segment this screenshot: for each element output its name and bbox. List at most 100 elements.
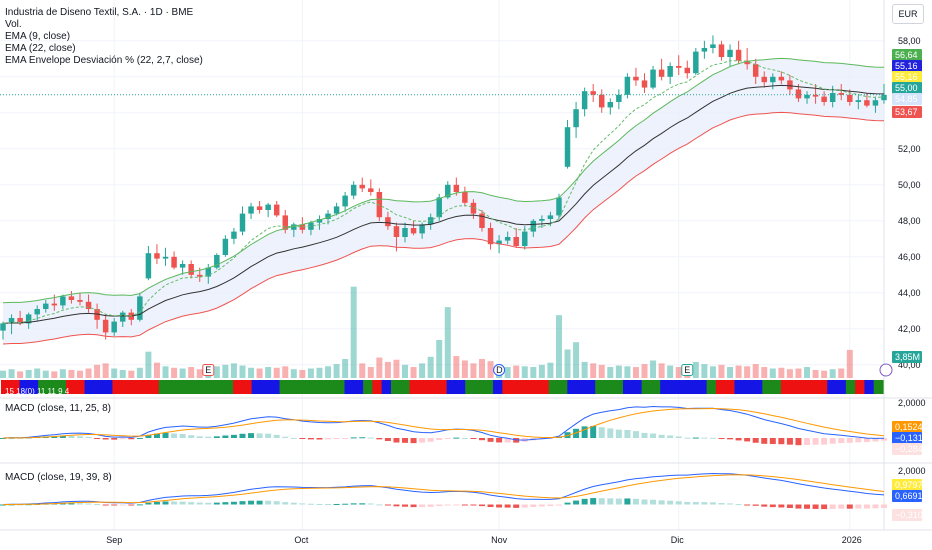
- strip-segment: [585, 380, 596, 394]
- volume-bar: [615, 365, 622, 378]
- candle-body: [658, 69, 665, 77]
- strip-segment: [381, 380, 392, 394]
- candle-body: [821, 96, 827, 102]
- envelope-band: [3, 58, 884, 345]
- chart-title[interactable]: Industria de Diseno Textil, S.A. · 1D · …: [5, 7, 194, 18]
- macd-histogram-bar: [478, 504, 485, 507]
- strip-segment: [539, 380, 550, 394]
- macd-histogram-bar: [581, 426, 588, 438]
- legend-macd-2[interactable]: MACD (close, 19, 39, 8): [5, 472, 112, 483]
- macd-histogram-bar: [667, 435, 674, 438]
- candle-body: [188, 264, 194, 275]
- time-tick-label: Nov: [491, 535, 508, 545]
- macd-histogram-bar: [419, 504, 426, 508]
- candle-body: [419, 224, 425, 234]
- legend-volume[interactable]: Vol.: [5, 19, 22, 30]
- strip-segment: [84, 380, 95, 394]
- macd-histogram-bar: [111, 438, 118, 440]
- strip-segment: [214, 380, 225, 394]
- macd-histogram-bar: [402, 504, 409, 507]
- macd-histogram-bar: [76, 436, 83, 438]
- macd-histogram-bar: [769, 438, 776, 445]
- macd-histogram-bar: [153, 501, 160, 505]
- volume-bar: [786, 369, 793, 378]
- macd-histogram-bar: [632, 431, 639, 438]
- strip-segment: [465, 380, 476, 394]
- strip-segment: [103, 380, 114, 394]
- candle-body: [145, 253, 152, 279]
- macd-histogram-bar: [136, 504, 143, 506]
- candle-body: [744, 60, 750, 65]
- strip-segment: [734, 380, 745, 394]
- macd-histogram-bar: [316, 503, 323, 505]
- volume-bar: [624, 366, 631, 378]
- volume-bar: [333, 364, 340, 378]
- macd1-badge: −0,2842: [895, 444, 928, 454]
- strip-segment: [520, 380, 531, 394]
- macd-histogram-bar: [179, 501, 186, 505]
- strip-segment: [623, 380, 633, 394]
- macd-histogram-bar: [598, 427, 605, 438]
- candle-body: [453, 184, 460, 192]
- macd-histogram-bar: [881, 504, 887, 508]
- legend-envelope[interactable]: EMA Envelope Desviación % (22, 2,7, clos…: [5, 55, 203, 66]
- legend-macd-1[interactable]: MACD (close, 11, 25, 8): [5, 403, 111, 414]
- ema22-line: [2, 84, 885, 324]
- strip-segment: [390, 380, 401, 394]
- candle-body: [667, 66, 673, 77]
- macd-histogram-bar: [727, 503, 734, 505]
- candle-body: [51, 303, 58, 306]
- volume-bar: [51, 371, 58, 378]
- candle-body: [60, 296, 66, 306]
- candle-body: [872, 100, 879, 106]
- volume-bar: [376, 357, 383, 378]
- macd-histogram-bar: [607, 498, 614, 505]
- candle-body: [85, 301, 92, 309]
- macd-histogram-bar: [461, 437, 468, 439]
- macd-histogram-bar: [359, 503, 366, 505]
- price-tick-label: 44,00: [898, 288, 921, 298]
- volume-bar: [316, 367, 323, 378]
- candle-body: [25, 314, 32, 324]
- candle-body: [829, 93, 836, 102]
- macd-histogram-bar: [744, 438, 751, 442]
- candle-body: [496, 240, 502, 245]
- strip-segment: [93, 380, 104, 394]
- legend-ema22[interactable]: EMA (22, close): [5, 43, 76, 54]
- candle-body: [693, 51, 699, 74]
- volume-bar: [658, 363, 665, 378]
- candle-body: [599, 94, 605, 108]
- strip-segment: [75, 380, 86, 394]
- candle-body: [718, 44, 725, 57]
- legend-ema9[interactable]: EMA (9, close): [5, 31, 71, 42]
- macd-histogram-bar: [393, 438, 400, 443]
- macd-histogram-bar: [846, 438, 853, 443]
- strip-segment: [455, 380, 466, 394]
- macd-histogram-bar: [795, 438, 802, 446]
- strip-segment: [56, 380, 67, 394]
- macd-histogram-bar: [419, 438, 426, 443]
- volume-bar: [769, 368, 776, 378]
- macd-histogram-bar: [684, 437, 691, 439]
- macd-histogram-bar: [171, 501, 178, 505]
- volume-bar: [94, 364, 101, 378]
- macd-histogram-bar: [239, 433, 246, 438]
- currency-button[interactable]: EUR: [892, 4, 924, 24]
- strip-segment: [65, 380, 76, 394]
- strip-segment: [818, 380, 828, 394]
- strip-segment: [502, 380, 513, 394]
- volume-bar: [248, 367, 255, 378]
- strip-segment: [195, 380, 206, 394]
- macd-histogram-bar: [555, 504, 562, 506]
- strip-segment: [576, 380, 587, 394]
- strip-segment: [10, 380, 21, 394]
- candle-body: [17, 318, 23, 324]
- macd-histogram-bar: [342, 503, 349, 505]
- candle-body: [248, 206, 254, 214]
- candle-body: [102, 319, 109, 333]
- candle-body: [239, 213, 246, 232]
- strip-segment: [632, 380, 643, 394]
- volume-bar: [598, 364, 605, 378]
- macd-histogram-bar: [179, 434, 186, 438]
- macd-histogram-bar: [205, 436, 212, 438]
